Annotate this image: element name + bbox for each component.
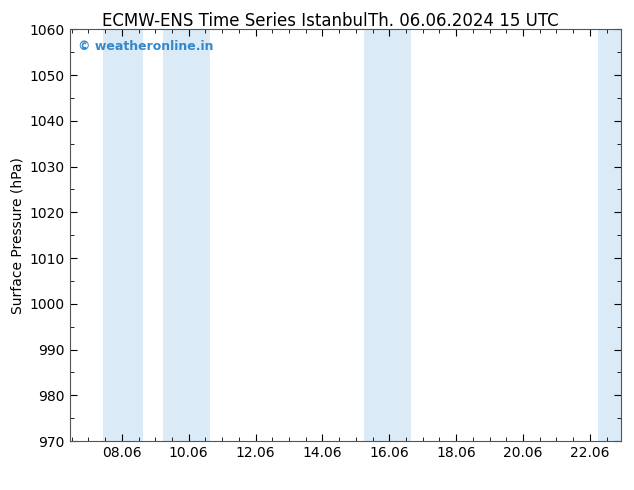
Text: ECMW-ENS Time Series Istanbul: ECMW-ENS Time Series Istanbul bbox=[102, 12, 367, 30]
Bar bbox=[598, 29, 621, 441]
Text: Th. 06.06.2024 15 UTC: Th. 06.06.2024 15 UTC bbox=[368, 12, 558, 30]
Y-axis label: Surface Pressure (hPa): Surface Pressure (hPa) bbox=[10, 157, 24, 314]
Text: © weatheronline.in: © weatheronline.in bbox=[78, 40, 214, 53]
Bar bbox=[364, 29, 411, 441]
Bar bbox=[164, 29, 210, 441]
Bar bbox=[103, 29, 143, 441]
